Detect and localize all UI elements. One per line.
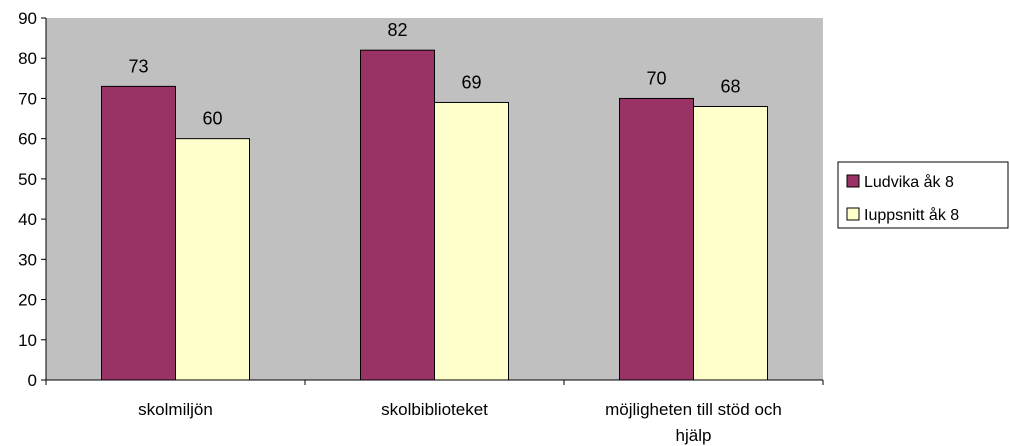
y-tick-label: 60 xyxy=(18,130,37,149)
bar xyxy=(360,49,435,381)
y-tick-label: 30 xyxy=(18,250,37,269)
y-ticks-group: 0 10 20 30 40 50 60 70 80 90 xyxy=(18,9,46,390)
legend-swatch-ludvika xyxy=(846,174,860,188)
y-tick-label: 0 xyxy=(28,371,37,390)
bar xyxy=(619,97,694,381)
legend-box xyxy=(837,161,1009,229)
y-tick-label: 90 xyxy=(18,9,37,28)
bar xyxy=(101,85,176,381)
y-tick-label: 20 xyxy=(18,291,37,310)
data-label: 73 xyxy=(128,56,148,76)
x-category-label: skolmiljön xyxy=(138,400,213,419)
legend-swatch-iuppsnitt xyxy=(846,207,860,221)
legend-label-iuppsnitt: Iuppsnitt åk 8 xyxy=(864,206,959,224)
legend-label-ludvika: Ludvika åk 8 xyxy=(864,173,954,191)
y-tick-label: 40 xyxy=(18,210,37,229)
y-tick-label: 70 xyxy=(18,89,37,108)
bar xyxy=(434,101,509,381)
y-tick-label: 10 xyxy=(18,331,37,350)
x-category-label: skolbiblioteket xyxy=(381,400,488,419)
data-label: 68 xyxy=(720,76,740,96)
y-tick-label: 80 xyxy=(18,49,37,68)
legend: Ludvika åk 8 Iuppsnitt åk 8 xyxy=(837,161,1009,229)
data-label: 69 xyxy=(461,72,481,92)
bar xyxy=(693,105,768,381)
x-ticks-group: skolmiljön skolbiblioteket möjligheten til… xyxy=(45,380,824,445)
bars-group xyxy=(101,49,768,381)
data-label: 60 xyxy=(202,109,222,129)
x-category-label: möjligheten till stöd och hjälp xyxy=(605,400,782,445)
y-tick-label: 50 xyxy=(18,170,37,189)
data-labels-group: 73 82 70 60 69 68 xyxy=(128,20,740,128)
data-label: 82 xyxy=(387,20,407,40)
data-label: 70 xyxy=(646,68,666,88)
bar xyxy=(175,138,250,381)
